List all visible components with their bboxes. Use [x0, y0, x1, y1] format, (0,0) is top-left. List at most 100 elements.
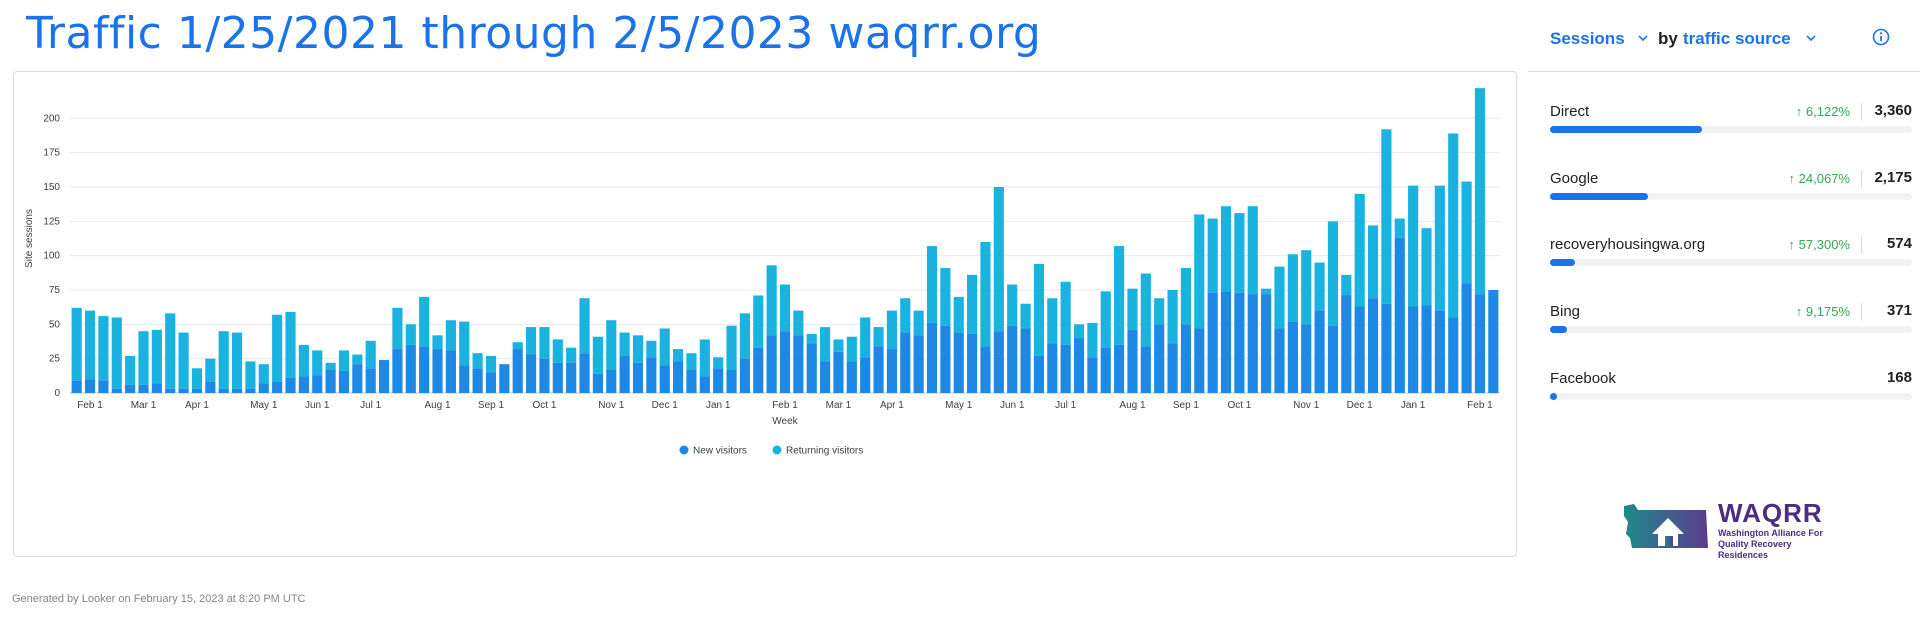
bar-new-visitors: [1100, 347, 1111, 393]
bar-returning-visitors: [739, 313, 750, 359]
source-row-bing[interactable]: Bing ↑ 9,175% 371: [1550, 279, 1912, 339]
bar-new-visitors: [1047, 343, 1058, 393]
info-icon[interactable]: [1872, 28, 1890, 46]
bar-new-visitors: [766, 335, 777, 393]
bar-new-visitors: [967, 333, 978, 393]
bar-new-visitors: [459, 365, 470, 393]
bar-new-visitors: [793, 335, 804, 393]
bar-returning-visitors: [178, 332, 189, 389]
bar-returning-visitors: [1448, 133, 1459, 318]
bar-new-visitors: [1154, 324, 1165, 393]
bar-new-visitors: [1341, 295, 1352, 393]
x-tick-label: Sep 1: [478, 400, 505, 411]
bar-new-visitors: [632, 362, 644, 393]
bar-new-visitors: [1007, 325, 1018, 393]
y-tick-label: 100: [43, 251, 60, 262]
chevron-down-icon[interactable]: [1636, 31, 1650, 45]
bar-new-visitors: [312, 375, 323, 393]
bar-returning-visitors: [1274, 266, 1285, 329]
chevron-down-icon[interactable]: [1804, 31, 1818, 45]
bar-new-visitors: [165, 388, 176, 393]
arrow-up-icon: ↑: [1795, 104, 1806, 119]
bar-returning-visitors: [338, 350, 350, 372]
source-row-recoveryhousingwa[interactable]: recoveryhousingwa.org ↑ 57,300% 574: [1550, 212, 1912, 272]
bar-returning-visitors: [325, 362, 336, 370]
bar-returning-visitors: [1154, 298, 1165, 325]
bar-returning-visitors: [1354, 193, 1365, 307]
dimension-dropdown[interactable]: traffic source: [1683, 29, 1791, 48]
bar-new-visitors: [71, 380, 82, 393]
source-row-google[interactable]: Google ↑ 24,067% 2,175: [1550, 146, 1912, 206]
bar-returning-visitors: [84, 310, 96, 380]
bar-new-visitors: [84, 379, 96, 393]
bar-new-visitors: [1020, 328, 1031, 393]
source-row-direct[interactable]: Direct ↑ 6,122% 3,360: [1550, 79, 1912, 139]
bar-returning-visitors: [405, 324, 416, 345]
bar-returning-visitors: [191, 368, 203, 389]
bar-new-visitors: [1488, 290, 1499, 393]
bar-returning-visitors: [926, 246, 938, 323]
bar-new-visitors: [205, 382, 216, 393]
bar-new-visitors: [472, 368, 483, 393]
bar-returning-visitors: [1461, 181, 1472, 284]
bar-returning-visitors: [485, 355, 497, 373]
bar-new-visitors: [1194, 328, 1205, 393]
arrow-up-icon: ↑: [1788, 237, 1799, 252]
bar-returning-visitors: [419, 296, 430, 347]
bar-returning-visitors: [1033, 263, 1045, 356]
source-value: 168: [1886, 369, 1912, 386]
bar-new-visitors: [926, 322, 938, 393]
bar-returning-visitors: [1314, 262, 1325, 311]
source-bar-fill: [1550, 393, 1558, 400]
bar-new-visitors: [1140, 346, 1151, 393]
bar-returning-visitors: [1367, 225, 1379, 299]
bar-returning-visitors: [806, 333, 817, 344]
bar-new-visitors: [1261, 294, 1272, 393]
bar-returning-visitors: [579, 298, 590, 354]
bar-returning-visitors: [1341, 274, 1352, 296]
bar-returning-visitors: [525, 327, 537, 355]
source-name: Bing: [1550, 303, 1581, 320]
bar-returning-visitors: [71, 307, 82, 381]
bar-returning-visitors: [1114, 246, 1125, 345]
bar-returning-visitors: [231, 332, 243, 389]
bar-returning-visitors: [766, 265, 777, 336]
bar-returning-visitors: [632, 335, 644, 363]
bar-returning-visitors: [886, 310, 897, 350]
bar-new-visitors: [125, 384, 136, 393]
bar-new-visitors: [820, 361, 831, 393]
x-tick-label: Feb 1: [1467, 400, 1493, 411]
source-bar-fill: [1550, 193, 1648, 200]
bar-returning-visitors: [686, 353, 697, 370]
x-tick-label: Nov 1: [598, 400, 625, 411]
bar-returning-visitors: [445, 320, 456, 351]
source-bar-fill: [1550, 326, 1567, 333]
bar-new-visitors: [352, 364, 363, 393]
x-tick-label: Jan 1: [1401, 400, 1426, 411]
x-axis-label: Week: [772, 416, 798, 427]
bar-new-visitors: [646, 357, 657, 393]
panel-header: Sessions by traffic source: [1528, 25, 1920, 72]
x-tick-label: Mar 1: [131, 400, 157, 411]
bar-new-visitors: [1354, 306, 1365, 393]
bar-returning-visitors: [779, 284, 791, 332]
bar-returning-visitors: [392, 307, 403, 350]
bar-returning-visitors: [365, 340, 376, 369]
x-tick-label: Feb 1: [772, 400, 798, 411]
bar-new-visitors: [272, 382, 283, 393]
bar-new-visitors: [1461, 283, 1472, 393]
bar-returning-visitors: [793, 310, 804, 336]
legend-swatch: [679, 445, 689, 455]
metric-dropdown[interactable]: Sessions: [1550, 29, 1625, 48]
generated-by-footer: Generated by Looker on February 15, 2023…: [12, 593, 306, 605]
source-bar-fill: [1550, 259, 1576, 266]
bar-new-visitors: [1180, 324, 1192, 393]
bar-new-visitors: [1287, 321, 1298, 393]
x-tick-label: Feb 1: [77, 400, 103, 411]
bar-new-visitors: [1434, 310, 1445, 393]
bar-new-visitors: [1234, 292, 1245, 393]
bar-returning-visitors: [1381, 129, 1392, 304]
bar-returning-visitors: [272, 314, 283, 383]
bar-returning-visitors: [873, 327, 884, 347]
source-row-facebook[interactable]: Facebook 168: [1550, 346, 1912, 406]
